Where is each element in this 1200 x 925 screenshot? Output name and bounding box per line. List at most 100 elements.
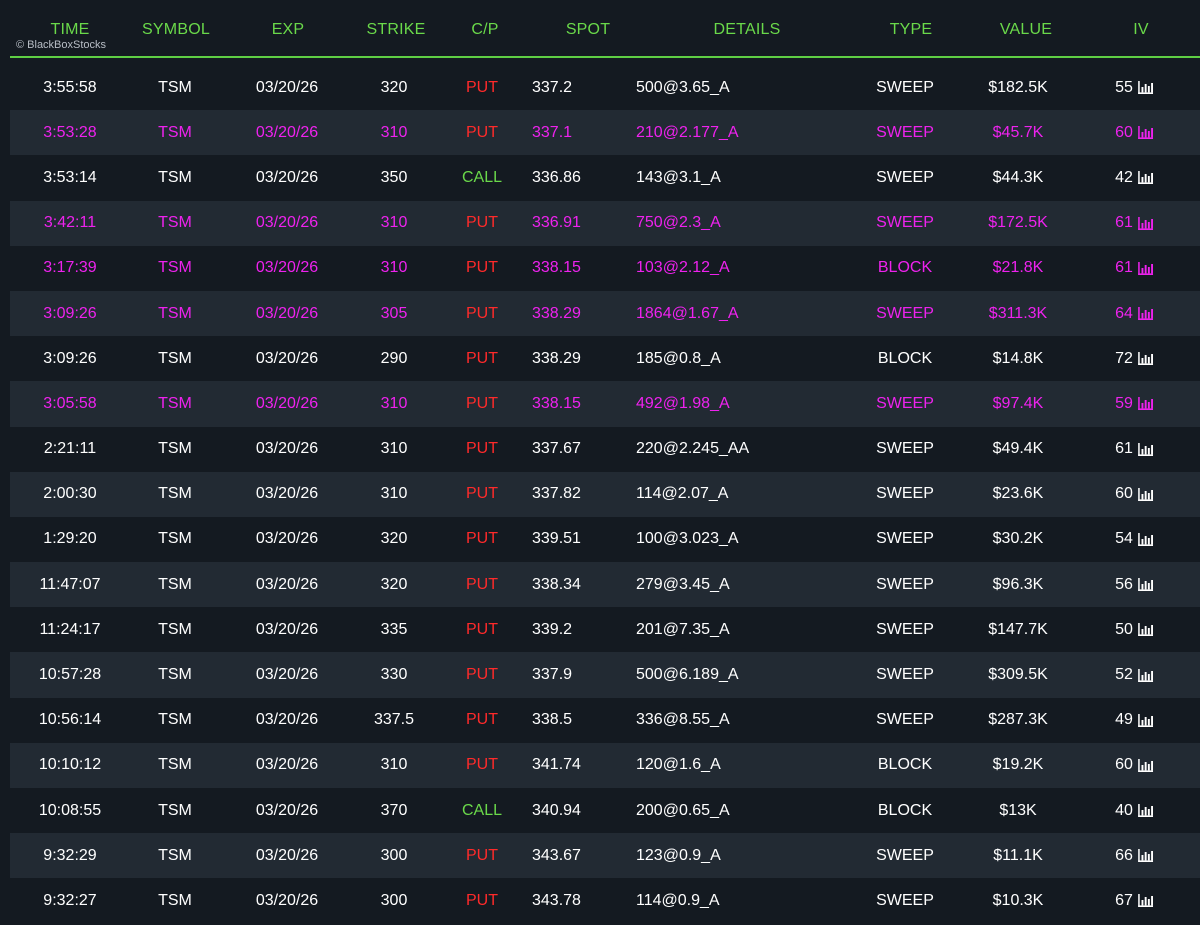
- cell-cp: PUT: [466, 259, 498, 277]
- cell-time: 2:00:30: [43, 485, 97, 503]
- cell-exp: 03/20/26: [255, 801, 319, 819]
- iv-value: 61: [1115, 214, 1133, 232]
- cell-symbol: TSM: [158, 801, 192, 819]
- col-header-symbol[interactable]: SYMBOL: [142, 21, 210, 38]
- cell-exp: 03/20/26: [255, 846, 319, 864]
- col-header-strike[interactable]: STRIKE: [366, 21, 426, 38]
- cell-time: 10:10:12: [38, 756, 102, 774]
- cell-iv: 61: [1115, 259, 1153, 277]
- bar-chart-icon[interactable]: [1137, 171, 1153, 185]
- table-row[interactable]: 10:10:12 TSM 03/20/26 310 PUT 341.74 120…: [10, 742, 1200, 788]
- cell-cp: PUT: [466, 304, 498, 322]
- bar-chart-icon[interactable]: [1137, 81, 1153, 95]
- table-row[interactable]: 3:53:14 TSM 03/20/26 350 CALL 336.86 143…: [10, 155, 1200, 200]
- cell-time: 3:17:39: [43, 259, 97, 277]
- bar-chart-icon[interactable]: [1137, 216, 1153, 230]
- cell-symbol: TSM: [158, 78, 192, 96]
- cell-cp: PUT: [466, 575, 498, 593]
- table-row[interactable]: 3:09:26 TSM 03/20/26 290 PUT 338.29 185@…: [10, 336, 1200, 381]
- bar-chart-icon[interactable]: [1137, 578, 1153, 592]
- col-header-spot[interactable]: SPOT: [565, 21, 611, 38]
- table-row[interactable]: 3:53:28 TSM 03/20/26 310 PUT 337.1 210@2…: [10, 110, 1200, 156]
- table-row[interactable]: 2:21:11 TSM 03/20/26 310 PUT 337.67 220@…: [10, 427, 1200, 472]
- table-row[interactable]: 10:57:28 TSM 03/20/26 330 PUT 337.9 500@…: [10, 652, 1200, 698]
- bar-chart-icon[interactable]: [1137, 668, 1153, 682]
- cell-exp: 03/20/26: [255, 575, 319, 593]
- col-header-type[interactable]: TYPE: [889, 21, 933, 38]
- cell-exp: 03/20/26: [255, 123, 319, 141]
- bar-chart-icon[interactable]: [1137, 758, 1153, 772]
- col-header-cp[interactable]: C/P: [471, 21, 499, 38]
- table-row[interactable]: 3:42:11 TSM 03/20/26 310 PUT 336.91 750@…: [10, 200, 1200, 246]
- table-row[interactable]: 10:08:55 TSM 03/20/26 370 CALL 340.94 20…: [10, 788, 1200, 833]
- table-row[interactable]: 2:00:30 TSM 03/20/26 310 PUT 337.82 114@…: [10, 471, 1200, 517]
- cell-details: 220@2.245_AA: [636, 440, 750, 458]
- cell-iv: 42: [1115, 169, 1153, 187]
- bar-chart-icon[interactable]: [1137, 261, 1153, 275]
- cell-value: $11.1K: [993, 846, 1043, 864]
- bar-chart-icon[interactable]: [1137, 352, 1153, 366]
- table-row[interactable]: 11:24:17 TSM 03/20/26 335 PUT 339.2 201@…: [10, 607, 1200, 652]
- iv-value: 56: [1115, 575, 1133, 593]
- cell-exp: 03/20/26: [255, 711, 319, 729]
- bar-chart-icon[interactable]: [1137, 532, 1153, 546]
- col-header-time[interactable]: TIME: [50, 21, 90, 38]
- watermark: © BlackBoxStocks: [16, 39, 107, 51]
- cell-details: 500@6.189_A: [636, 666, 739, 684]
- table-row[interactable]: 11:47:07 TSM 03/20/26 320 PUT 338.34 279…: [10, 562, 1200, 608]
- iv-value: 67: [1115, 891, 1133, 909]
- col-header-iv[interactable]: IV: [1133, 21, 1149, 38]
- bar-chart-icon[interactable]: [1137, 804, 1153, 818]
- cell-time: 3:53:28: [43, 123, 97, 141]
- cell-strike: 305: [380, 304, 408, 322]
- cell-value: $182.5K: [988, 78, 1048, 96]
- iv-value: 50: [1115, 620, 1133, 638]
- bar-chart-icon[interactable]: [1137, 307, 1153, 321]
- cell-strike: 320: [380, 575, 408, 593]
- cell-details: 1864@1.67_A: [636, 304, 739, 322]
- iv-value: 60: [1115, 123, 1133, 141]
- bar-chart-icon[interactable]: [1137, 487, 1153, 501]
- cell-iv: 61: [1115, 214, 1153, 232]
- bar-chart-icon[interactable]: [1137, 713, 1153, 727]
- cell-cp: PUT: [466, 440, 498, 458]
- bar-chart-icon[interactable]: [1137, 849, 1153, 863]
- bar-chart-icon[interactable]: [1137, 397, 1153, 411]
- cell-details: 210@2.177_A: [636, 123, 739, 141]
- cell-type: SWEEP: [876, 711, 934, 729]
- table-row[interactable]: 3:17:39 TSM 03/20/26 310 PUT 338.15 103@…: [10, 246, 1200, 291]
- cell-value: $19.2K: [992, 756, 1044, 774]
- cell-details: 114@2.07_A: [636, 485, 729, 503]
- table-row[interactable]: 3:09:26 TSM 03/20/26 305 PUT 338.29 1864…: [10, 290, 1200, 337]
- cell-symbol: TSM: [158, 891, 192, 909]
- cell-spot: 337.67: [532, 440, 581, 458]
- cell-value: $23.6K: [992, 485, 1044, 503]
- cell-strike: 300: [380, 891, 408, 909]
- bar-chart-icon[interactable]: [1137, 894, 1153, 908]
- cell-value: $287.3K: [988, 711, 1048, 729]
- cell-time: 9:32:27: [43, 891, 97, 909]
- bar-chart-icon[interactable]: [1137, 623, 1153, 637]
- cell-type: BLOCK: [877, 801, 933, 819]
- cell-symbol: TSM: [158, 575, 192, 593]
- table-row[interactable]: 9:32:27 TSM 03/20/26 300 PUT 343.78 114@…: [10, 878, 1200, 923]
- col-header-details[interactable]: DETAILS: [713, 21, 781, 38]
- table-row[interactable]: 9:32:29 TSM 03/20/26 300 PUT 343.67 123@…: [10, 833, 1200, 879]
- table-row[interactable]: 3:55:58 TSM 03/20/26 320 PUT 337.2 500@3…: [10, 65, 1200, 110]
- cell-iv: 55: [1115, 79, 1153, 97]
- cell-details: 143@3.1_A: [636, 168, 721, 186]
- table-row[interactable]: 3:05:58 TSM 03/20/26 310 PUT 338.15 492@…: [10, 381, 1200, 427]
- bar-chart-icon[interactable]: [1137, 442, 1153, 456]
- col-header-value[interactable]: VALUE: [999, 21, 1053, 38]
- cell-type: SWEEP: [876, 304, 934, 322]
- table-row[interactable]: 1:29:20 TSM 03/20/26 320 PUT 339.51 100@…: [10, 517, 1200, 562]
- bar-chart-icon[interactable]: [1137, 126, 1153, 140]
- cell-value: $30.2K: [992, 530, 1044, 548]
- cell-time: 1:29:20: [43, 530, 97, 548]
- cell-exp: 03/20/26: [255, 214, 319, 232]
- cell-time: 3:53:14: [43, 168, 97, 186]
- cell-cp: PUT: [466, 123, 498, 141]
- cell-value: $10.3K: [992, 891, 1044, 909]
- table-row[interactable]: 10:56:14 TSM 03/20/26 337.5 PUT 338.5 33…: [10, 698, 1200, 743]
- col-header-exp[interactable]: EXP: [271, 21, 305, 38]
